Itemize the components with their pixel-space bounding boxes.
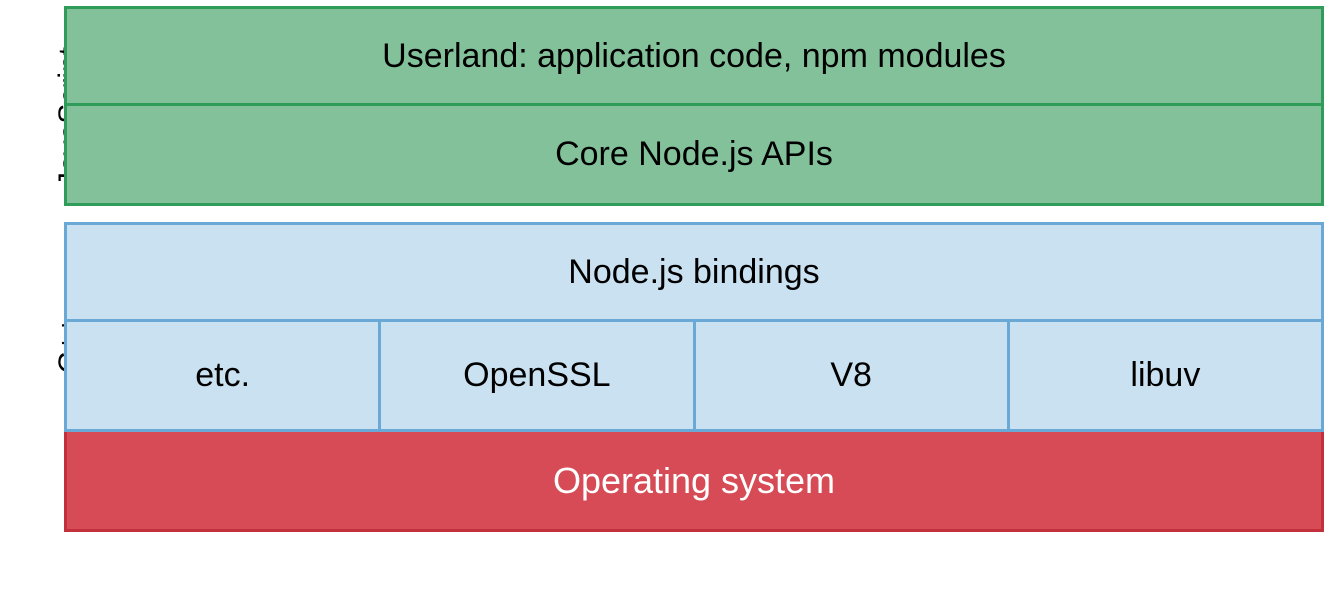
component-openssl: OpenSSL bbox=[381, 322, 695, 432]
layer-userland-label: Userland: application code, npm modules bbox=[382, 37, 1006, 76]
layer-bindings: Node.js bindings bbox=[64, 222, 1324, 322]
component-etc: etc. bbox=[64, 322, 381, 432]
component-libuv-label: libuv bbox=[1130, 356, 1200, 395]
layer-userland: Userland: application code, npm modules bbox=[64, 6, 1324, 106]
component-libuv: libuv bbox=[1010, 322, 1324, 432]
layer-core-apis-label: Core Node.js APIs bbox=[555, 135, 833, 174]
layer-components: etc. OpenSSL V8 libuv bbox=[64, 322, 1324, 432]
component-v8-label: V8 bbox=[830, 356, 872, 395]
layer-bindings-label: Node.js bindings bbox=[568, 253, 819, 292]
component-v8: V8 bbox=[696, 322, 1010, 432]
layer-os-label: Operating system bbox=[553, 460, 835, 502]
layer-os: Operating system bbox=[64, 432, 1324, 532]
gap-js-cpp bbox=[64, 206, 1324, 222]
component-openssl-label: OpenSSL bbox=[463, 356, 610, 395]
layer-core-apis: Core Node.js APIs bbox=[64, 106, 1324, 206]
architecture-diagram: Userland: application code, npm modules … bbox=[64, 6, 1324, 589]
component-etc-label: etc. bbox=[195, 356, 250, 395]
